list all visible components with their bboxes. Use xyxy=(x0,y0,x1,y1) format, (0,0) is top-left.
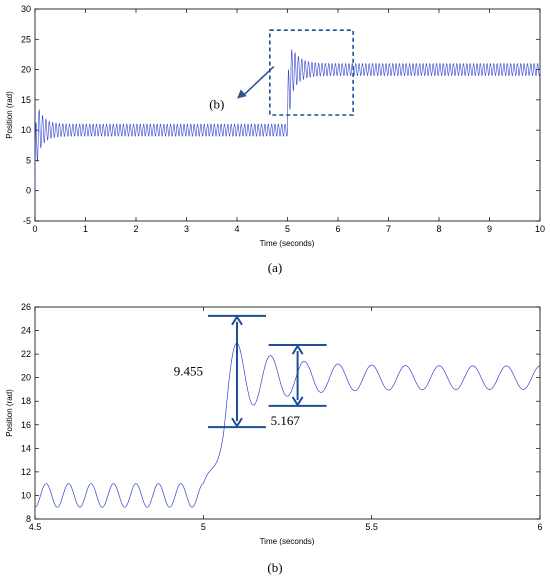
annotation-arrowhead-up xyxy=(231,314,243,326)
x-tick-label: 5 xyxy=(201,522,206,532)
y-axis-label-a: Position (rad) xyxy=(5,91,14,139)
caption-a: (a) xyxy=(268,260,282,275)
y-tick-label: 0 xyxy=(26,186,31,196)
y-tick-label: 18 xyxy=(21,396,31,406)
x-tick-label: 2 xyxy=(133,224,138,234)
plot-area-b xyxy=(34,306,541,520)
y-tick-label: 10 xyxy=(21,490,31,500)
annotation-label: 5.167 xyxy=(271,413,301,428)
zoom-arrowhead xyxy=(237,89,247,99)
y-tick-label: 25 xyxy=(21,34,31,44)
annotation-arrowhead-down xyxy=(291,396,304,407)
y-tick-label: 12 xyxy=(21,467,31,477)
x-tick-label: 10 xyxy=(535,224,545,234)
x-tick-label: 6 xyxy=(537,522,542,532)
x-tick-label: 1 xyxy=(83,224,88,234)
y-tick-label: 5 xyxy=(26,155,31,165)
y-tick-label: 24 xyxy=(21,326,31,336)
x-tick-label: 6 xyxy=(335,224,340,234)
y-tick-label: 30 xyxy=(21,4,31,14)
series-line-a xyxy=(34,48,541,191)
x-tick-label: 4 xyxy=(234,224,239,234)
x-tick-label: 3 xyxy=(184,224,189,234)
y-tick-label: 26 xyxy=(21,302,31,312)
y-tick-label: -5 xyxy=(23,216,31,226)
y-tick-label: 14 xyxy=(21,443,31,453)
annotation-arrowhead-down xyxy=(231,417,243,429)
y-tick-label: 20 xyxy=(21,65,31,75)
y-tick-label: 8 xyxy=(26,514,31,524)
x-ticks-a: 0 1 2 3 4 5 6 7 8 9 10 xyxy=(32,9,545,234)
x-tick-label: 0 xyxy=(32,224,37,234)
x-tick-label: 5 xyxy=(285,224,290,234)
x-ticks-b: 4.5 5 5.5 6 xyxy=(29,307,543,532)
x-tick-label: 9 xyxy=(487,224,492,234)
y-tick-label: 20 xyxy=(21,373,31,383)
amplitude-annotations: 9.455 5.167 xyxy=(174,314,327,429)
y-tick-label: 16 xyxy=(21,420,31,430)
y-tick-label: 22 xyxy=(21,349,31,359)
x-tick-label: 8 xyxy=(436,224,441,234)
x-axis-label-a: Time (seconds) xyxy=(260,239,315,248)
y-ticks-b: 8 10 12 14 16 18 20 22 24 26 xyxy=(21,302,540,524)
y-tick-label: 10 xyxy=(21,125,31,135)
x-tick-label: 7 xyxy=(386,224,391,234)
series-line-b xyxy=(34,342,541,508)
zoom-arrow xyxy=(242,65,275,97)
y-axis-label-b: Position (rad) xyxy=(5,389,14,437)
x-tick-label: 4.5 xyxy=(29,522,42,532)
x-axis-label-b: Time (seconds) xyxy=(260,537,315,546)
zoom-label: (b) xyxy=(209,96,224,111)
annotation-arrowhead-up xyxy=(291,344,304,355)
x-tick-label: 5.5 xyxy=(365,522,378,532)
y-tick-label: 15 xyxy=(21,95,31,105)
caption-b: (b) xyxy=(267,560,282,575)
annotation-label: 9.455 xyxy=(174,363,203,378)
